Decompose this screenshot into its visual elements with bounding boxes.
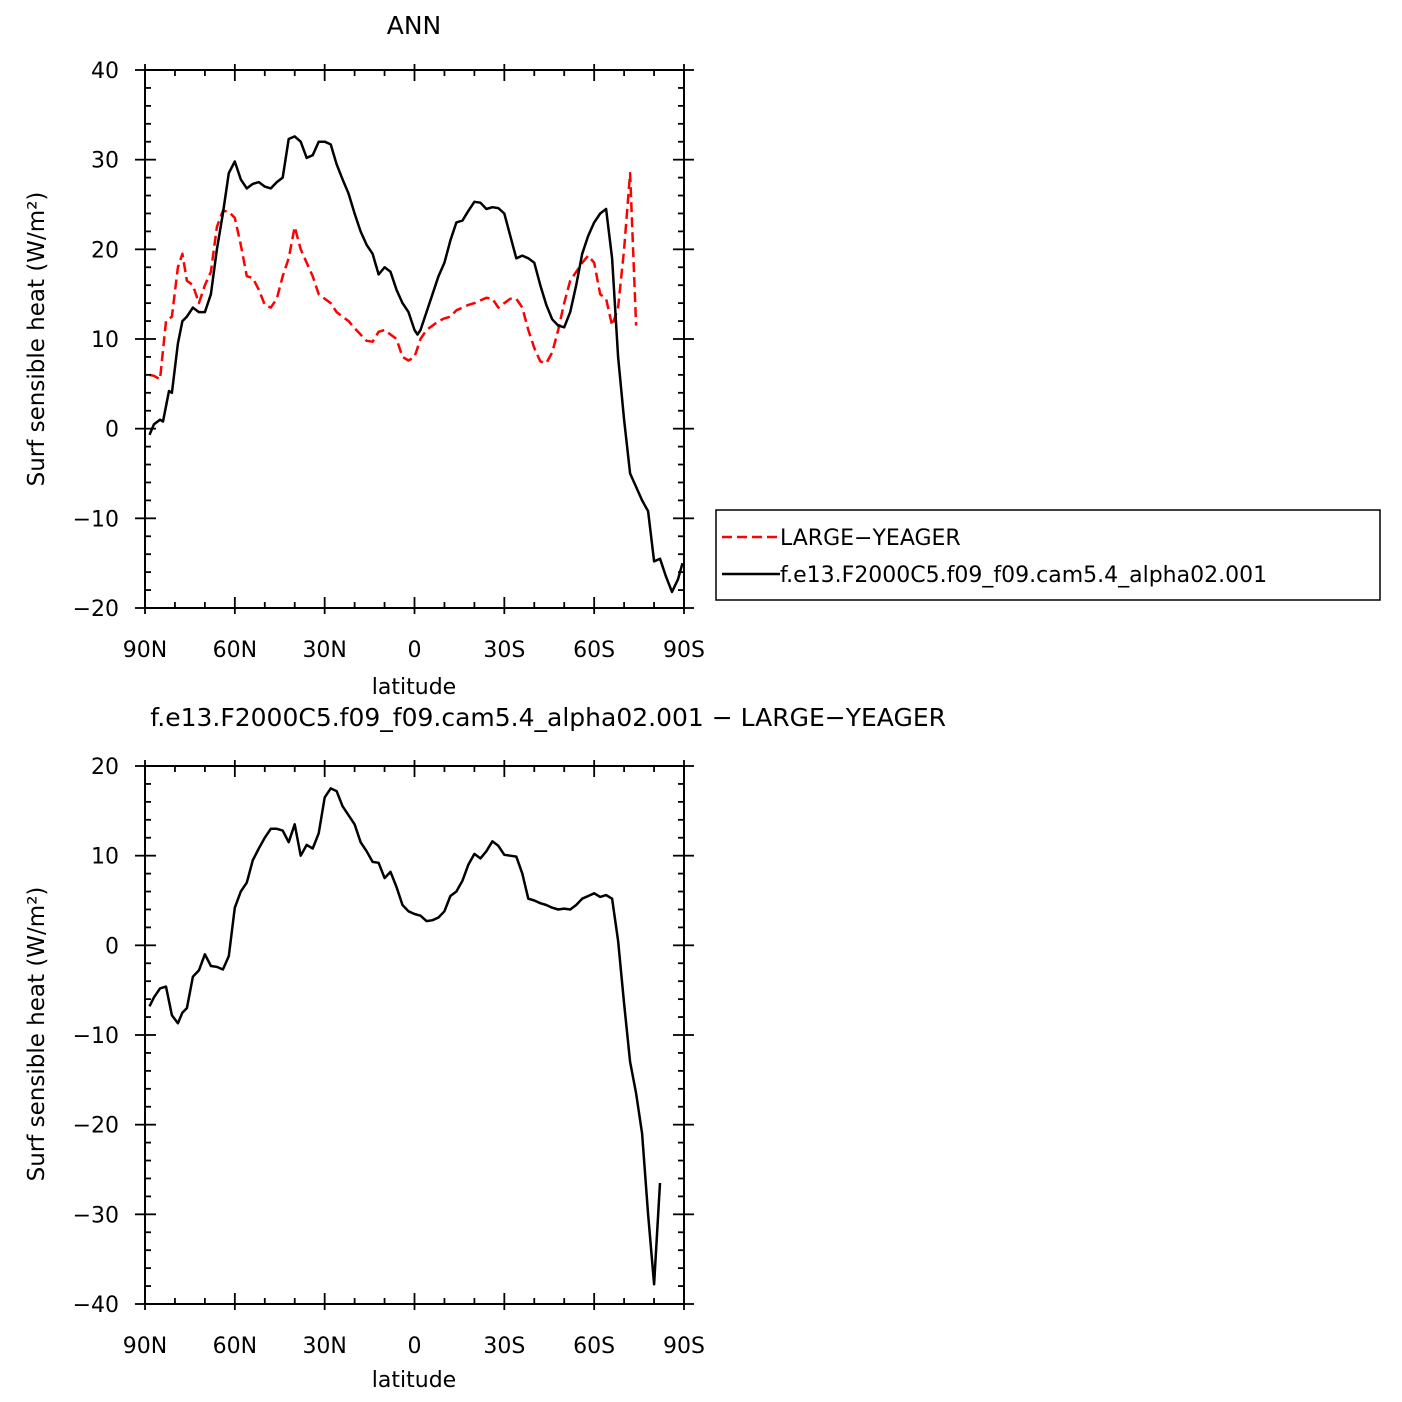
top-x-tick-label: 30S [483,638,525,663]
bottom-x-axis-label: latitude [372,1368,456,1393]
bottom-y-tick-label: −40 [73,1293,119,1318]
bottom-x-tick-label: 30S [483,1334,525,1359]
top-y-tick-label: 40 [91,59,119,84]
bottom-title: f.e13.F2000C5.f09_f09.cam5.4_alpha02.001… [150,703,946,732]
top-x-tick-label: 30N [302,638,346,663]
top-x-axis-label: latitude [372,675,456,700]
bottom-y-tick-label: 20 [91,755,119,780]
bottom-panel: f.e13.F2000C5.f09_f09.cam5.4_alpha02.001… [24,703,946,1393]
top-plot-frame [144,69,685,609]
top-x-tick-label: 90S [663,638,705,663]
top-series-group [148,135,684,594]
top-y-tick-label: −20 [73,597,119,622]
bottom-y-tick-label: −30 [73,1203,119,1228]
top-y-tick-label: 30 [91,149,119,174]
bottom-axes: 90N 60N 30N 0 30S 60S 90S −40 −30 −20 −10 0 10 20 [73,755,705,1359]
legend: LARGE−YEAGER f.e13.F2000C5.f09_f09.cam5.… [715,509,1381,601]
bottom-x-tick-label: 60N [213,1334,257,1359]
top-series-line-1 [148,135,684,594]
top-y-tick-label: 0 [105,418,119,443]
bottom-x-tick-label: 90N [123,1334,167,1359]
top-x-tick-label: 60S [573,638,615,663]
top-title: ANN [387,11,442,40]
bottom-plot-frame [144,765,685,1305]
top-y-tick-label: −10 [73,507,119,532]
legend-entry-cam5: f.e13.F2000C5.f09_f09.cam5.4_alpha02.001 [780,563,1267,588]
bottom-x-tick-label: 90S [663,1334,705,1359]
top-y-axis-label: Surf sensible heat (W/m²) [24,192,50,487]
top-y-tick-label: 20 [91,238,119,263]
top-series-line-0 [149,171,638,381]
legend-entry-large-yeager: LARGE−YEAGER [780,526,961,551]
top-y-tick-label: 10 [91,328,119,353]
bottom-x-tick-label: 30N [302,1334,346,1359]
bottom-y-tick-label: 0 [105,934,119,959]
bottom-series-group [148,787,662,1286]
bottom-x-tick-label: 0 [408,1334,422,1359]
top-x-tick-label: 90N [123,638,167,663]
top-axes: 90N 60N 30N 0 30S 60S 90S −20 −10 0 10 20 30 40 [73,59,705,663]
bottom-y-tick-label: −20 [73,1114,119,1139]
bottom-y-tick-label: 10 [91,845,119,870]
bottom-y-tick-label: −10 [73,1024,119,1049]
legend-box [715,509,1381,601]
top-x-tick-label: 60N [213,638,257,663]
bottom-x-tick-label: 60S [573,1334,615,1359]
bottom-series-line-0 [148,787,662,1286]
top-x-tick-label: 0 [408,638,422,663]
bottom-y-axis-label: Surf sensible heat (W/m²) [24,887,50,1182]
top-panel: ANN 90N 60N 30N 0 30S 60S 90S −20 −10 0 10 20 30 40 l… [24,11,705,700]
